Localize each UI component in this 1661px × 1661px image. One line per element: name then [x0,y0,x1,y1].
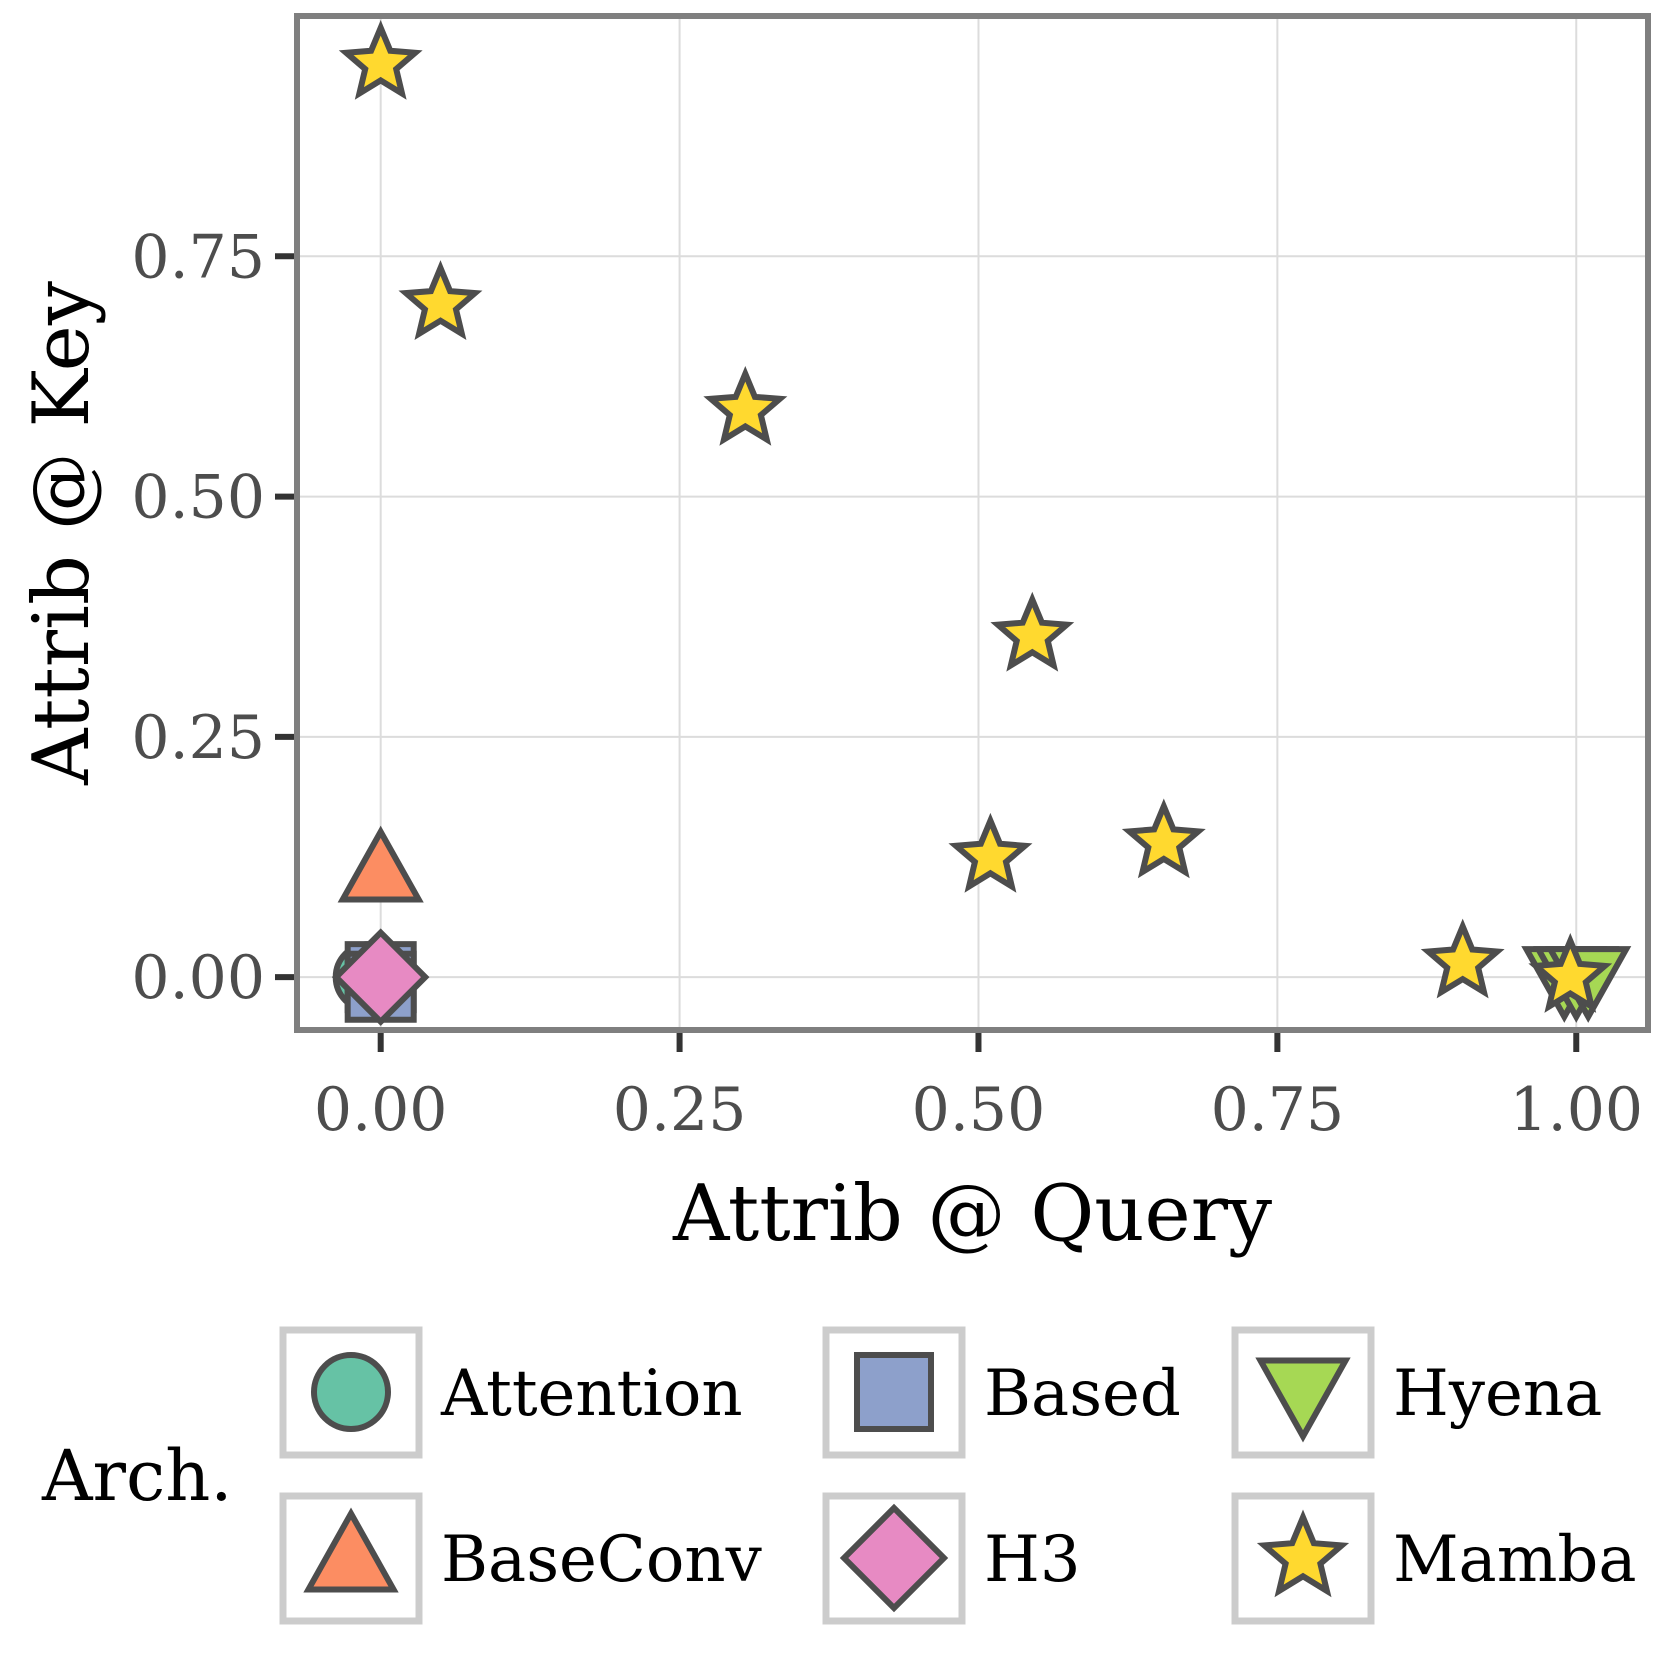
legend-label: Mamba [1393,1523,1637,1597]
x-tick-label: 1.00 [1509,1075,1643,1145]
y-tick-label: 0.50 [131,463,265,533]
x-tick-label: 0.00 [314,1075,448,1145]
legend-key-box [1231,1326,1375,1459]
legend-item-baseconv: BaseConv [279,1492,762,1625]
legend-label: Based [984,1357,1181,1431]
axis-ticks: 0.00 0.25 0.50 0.75 1.00 0.00 0.25 0.50 0.75 [131,222,1643,1145]
legend-item-hyena: Hyena [1231,1326,1602,1459]
legend-item-h3: H3 [822,1492,1081,1625]
legend-label: BaseConv [441,1523,762,1597]
legend-title: Arch. [41,1435,233,1517]
legend-key-baseconv [303,1507,399,1593]
x-tick-label: 0.50 [912,1075,1046,1145]
legend-key-mamba [1256,1509,1350,1598]
plot-border [294,13,1651,1033]
legend-label: Attention [440,1357,743,1431]
point-mamba [398,260,483,341]
legend-label: Hyena [1393,1357,1602,1431]
legend-key-based [854,1352,934,1432]
legend-label: H3 [984,1523,1081,1597]
point-mamba [1528,932,1613,1013]
point-baseconv [337,825,424,903]
x-tick-label: 0.75 [1211,1075,1345,1145]
legend-key-h3 [839,1503,949,1613]
x-tick-label: 0.25 [613,1075,747,1145]
y-axis-title: Attrib @ Key [17,281,107,786]
legend-item-based: Based [822,1326,1181,1459]
y-tick-label: 0.25 [131,703,265,773]
point-mamba [1121,798,1206,879]
point-mamba [1420,918,1505,999]
point-h3 [331,928,430,1026]
point-mamba [948,812,1033,893]
x-axis-title: Attrib @ Query [672,1169,1272,1259]
y-tick-label: 0.75 [131,222,265,292]
y-tick-label: 0.00 [131,943,265,1013]
legend-key-hyena [1255,1357,1351,1443]
point-mamba [338,20,423,100]
legend-key-attention [311,1352,391,1432]
point-mamba [703,365,788,446]
legend: Arch. Attention Based Hyena BaseConv H3 Mamba [41,1326,1637,1625]
data-points [331,20,1632,1026]
legend-item-mamba: Mamba [1231,1492,1637,1625]
point-mamba [990,591,1075,672]
legend-item-attention: Attention [279,1326,743,1459]
